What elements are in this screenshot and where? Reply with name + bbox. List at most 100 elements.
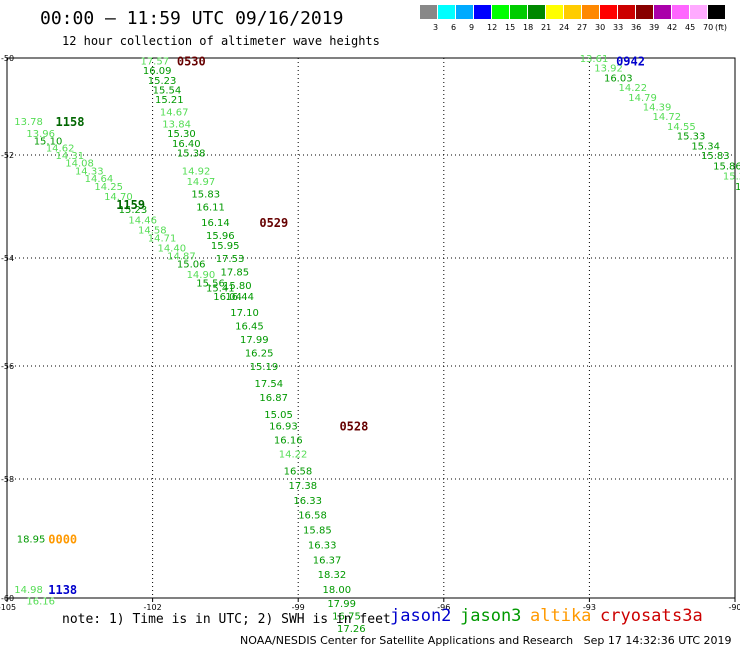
- wave-height-value: 15.06: [177, 259, 206, 270]
- pass-time-label: 0942: [616, 54, 645, 68]
- scale-swatch: [600, 5, 618, 19]
- scale-label: 18: [523, 23, 534, 32]
- scale-swatch: [492, 5, 510, 19]
- wave-height-value: 14.98: [14, 585, 43, 596]
- wave-height-value: 16.40: [172, 139, 201, 150]
- wave-height-value: 18.32: [318, 570, 347, 581]
- scale-label: 24: [559, 23, 570, 32]
- scale-label: 12: [487, 23, 498, 32]
- wave-height-value: 15.10: [34, 136, 63, 147]
- wave-height-value: 16.87: [259, 393, 288, 404]
- wave-height-value: 16.33: [293, 496, 322, 507]
- scale-label: 70: [703, 23, 714, 32]
- wave-height-value: 16.03: [604, 73, 633, 84]
- wave-height-value: 16.09: [143, 66, 172, 77]
- scale-label: 33: [613, 23, 624, 32]
- lat-tick-label: -54: [1, 254, 14, 263]
- scale-label: 42: [667, 23, 678, 32]
- wave-height-value: 16.58: [298, 511, 327, 522]
- wave-height-value: 14.33: [75, 166, 104, 177]
- wave-height-value: 14.72: [652, 112, 681, 123]
- legend-jason3: jason3: [460, 606, 522, 626]
- wave-height-value: 14.22: [279, 450, 308, 461]
- pass-time-label: 1138: [48, 583, 77, 597]
- wave-height-value: 16.11: [196, 203, 225, 214]
- units-note: note: 1) Time is in UTC; 2) SWH is in fe…: [62, 612, 391, 627]
- pass-0528: 16.93 16.16 14.22 16.58 17.38 16.33 16.58 15.85…: [269, 419, 368, 635]
- lon-tick-label: -105: [0, 603, 16, 612]
- wave-height-value: 17.26: [337, 624, 366, 635]
- lat-tick-label: -60: [1, 594, 14, 603]
- wave-height-value: 15.05: [264, 410, 293, 421]
- lon-tick-label: -99: [292, 603, 305, 612]
- legend-jason2: jason2: [390, 606, 452, 626]
- wave-height-value: 15.21: [155, 95, 184, 106]
- scale-swatch: [636, 5, 654, 19]
- wave-height-value: 14.62: [46, 144, 75, 155]
- map-subtitle: 12 hour collection of altimeter wave hei…: [62, 34, 380, 48]
- scale-swatch: [420, 5, 438, 19]
- wave-height-value: 14.87: [167, 251, 196, 262]
- lon-tick-label: -93: [583, 603, 596, 612]
- scale-label: 30: [595, 23, 606, 32]
- wave-height-value: 16.14: [201, 218, 230, 229]
- wave-height-value: 15.23: [148, 76, 177, 87]
- scale-label: 36: [631, 23, 642, 32]
- scale-swatch: [708, 5, 726, 19]
- wave-height-value: 14.64: [85, 174, 114, 185]
- wave-height-value: 13.61: [580, 54, 609, 65]
- scale-swatch: [690, 5, 708, 19]
- wave-height-value: 18.00: [322, 585, 351, 596]
- wave-height-value: 16.16: [26, 597, 55, 608]
- wave-height-value: 17.99: [327, 599, 356, 610]
- scale-label: 21: [541, 23, 552, 32]
- pass-time-label: 1158: [56, 115, 85, 129]
- legend-cryosat: cryosat: [600, 606, 672, 626]
- scale-swatch: [510, 5, 528, 19]
- wave-height-value: 17.54: [255, 379, 284, 390]
- wave-height-value: 15.23: [119, 205, 148, 216]
- wave-height-value: 14.39: [643, 103, 672, 114]
- wave-height-value: 14.22: [619, 83, 648, 94]
- wave-height-value: 17.10: [230, 308, 259, 319]
- scale-swatch: [474, 5, 492, 19]
- wave-height-value: 14.90: [187, 270, 216, 281]
- legend-s3a: s3a: [672, 606, 703, 626]
- wave-height-value: 16.58: [284, 467, 313, 478]
- lat-tick-label: -50: [1, 54, 14, 63]
- lon-tick-label: -90: [728, 603, 740, 612]
- wave-height-value: 13.78: [14, 117, 43, 128]
- wave-height-value: 17.53: [216, 254, 245, 265]
- scale-swatch: [456, 5, 474, 19]
- scale-swatch: [438, 5, 456, 19]
- wave-height-value: 13.84: [162, 119, 191, 130]
- wave-height-value: 14.67: [160, 107, 189, 118]
- wave-height-value: 14.40: [157, 244, 186, 255]
- scale-swatch: [654, 5, 672, 19]
- pass-0000: 18.95 0000: [17, 533, 77, 547]
- wave-height-value: 14.46: [128, 215, 157, 226]
- wave-height-value: 14.79: [628, 93, 657, 104]
- wave-height-value: 14.70: [104, 192, 133, 203]
- scale-label: 27: [577, 23, 588, 32]
- wave-height-value: 14.08: [65, 159, 94, 170]
- pass-time-label: 0528: [339, 419, 368, 433]
- wave-height-value: 15.80: [223, 281, 252, 292]
- wave-height-value: 15.96: [206, 231, 235, 242]
- satellite-tracks: 17.5716.0915.2315.5415.2114.6713.8415.30…: [14, 54, 740, 635]
- wave-height-value: 15.83: [191, 190, 220, 201]
- lon-tick-label: -96: [437, 603, 450, 612]
- map-frame: [6, 57, 736, 599]
- wave-height-value: 14.92: [182, 166, 211, 177]
- wave-height-value: 13.92: [594, 64, 623, 75]
- wave-height-value: 17.38: [288, 481, 317, 492]
- wave-height-value: 14.71: [148, 233, 177, 244]
- wave-height-value: 14.97: [187, 177, 216, 188]
- scale-swatch: [564, 5, 582, 19]
- scale-label: (ft): [715, 23, 728, 32]
- lon-tick-label: -102: [144, 603, 162, 612]
- scale-label: 6: [451, 23, 457, 32]
- pass-time-label: 1159: [116, 198, 145, 212]
- scale-label: 39: [649, 23, 660, 32]
